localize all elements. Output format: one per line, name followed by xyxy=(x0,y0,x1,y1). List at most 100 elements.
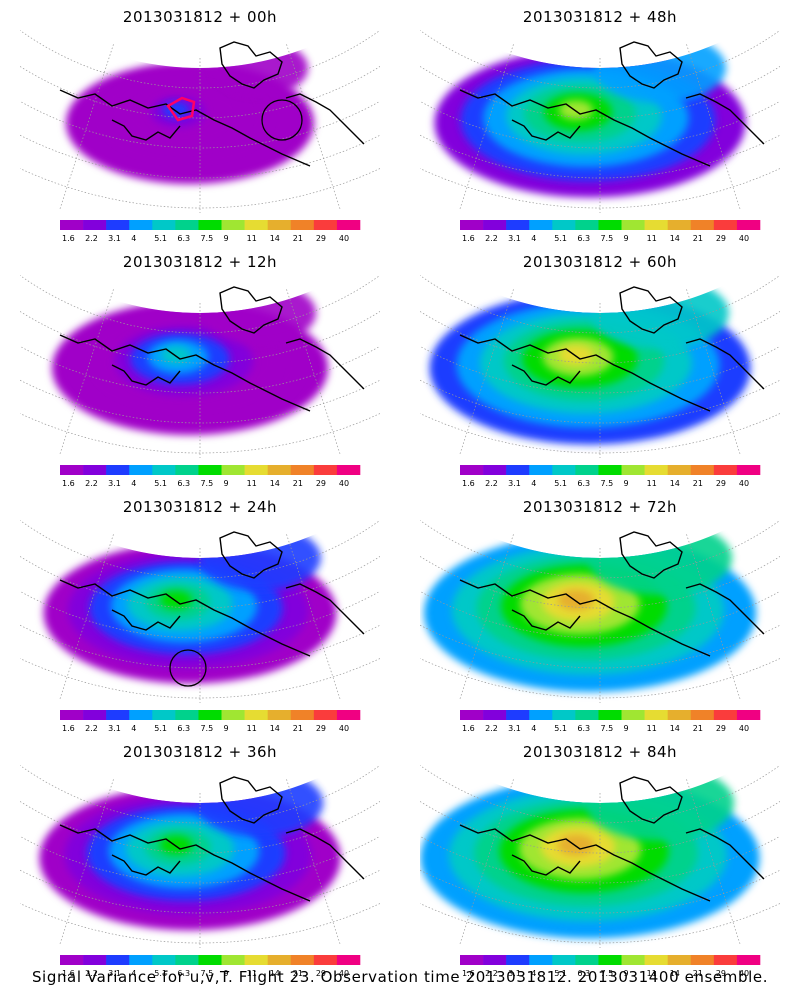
colorbar-label: 9 xyxy=(224,969,229,978)
colorbar-swatch xyxy=(290,710,315,720)
colorbar-label: 2.2 xyxy=(85,479,98,488)
colorbar-swatch xyxy=(713,465,738,475)
colorbar: 1.6 2.2 3.1 4 5.1 6.3 7.5 9 11 14 21 29 40 xyxy=(460,465,761,488)
colorbar-label: 1.6 xyxy=(462,969,475,978)
panel-title: 2013031812 + 84h xyxy=(522,743,678,761)
colorbar-swatch xyxy=(267,955,292,965)
colorbar-swatch xyxy=(106,220,130,230)
colorbar-label: 2.2 xyxy=(485,969,498,978)
colorbar-label: 6.3 xyxy=(577,479,590,488)
variance-field xyxy=(429,277,751,445)
colorbar: 1.6 2.2 3.1 4 5.1 6.3 7.5 9 11 14 21 29 40 xyxy=(460,710,761,733)
colorbar-label: 9 xyxy=(224,479,229,488)
colorbar: 1.6 2.2 3.1 4 5.1 6.3 7.5 9 11 14 21 29 40 xyxy=(460,220,761,243)
colorbar-swatch xyxy=(290,465,315,475)
variance-contour xyxy=(212,40,308,96)
forecast-panel: 2013031812 + 84h 1.6 2.2 3.1 4 5.1 6.3 7.5 9 11 14… xyxy=(400,735,800,980)
coastline xyxy=(59,531,365,657)
colorbar-swatch xyxy=(552,220,576,230)
colorbar-label: 5.1 xyxy=(154,969,167,978)
colorbar-swatch xyxy=(483,220,507,230)
colorbar-label: 14 xyxy=(270,724,280,733)
colorbar-label: 14 xyxy=(270,479,280,488)
colorbar-swatch xyxy=(644,955,668,965)
colorbar-label: 4 xyxy=(531,234,536,243)
colorbar-swatch xyxy=(152,710,176,720)
colorbar-label: 5.1 xyxy=(154,724,167,733)
colorbar-label: 3.1 xyxy=(108,969,121,978)
colorbar-swatch xyxy=(313,955,338,965)
colorbar-label: 29 xyxy=(316,479,326,488)
colorbar-swatch xyxy=(506,955,530,965)
colorbar-label: 4 xyxy=(131,479,136,488)
colorbar-label: 11 xyxy=(247,724,257,733)
colorbar: 1.6 2.2 3.1 4 5.1 6.3 7.5 9 11 14 21 29 40 xyxy=(60,465,361,488)
colorbar-label: 21 xyxy=(293,724,303,733)
colorbar-swatch xyxy=(244,220,268,230)
colorbar-swatch xyxy=(644,710,668,720)
variance-contour xyxy=(159,835,193,855)
colorbar-label: 1.6 xyxy=(462,234,475,243)
colorbar-swatch xyxy=(575,220,599,230)
colorbar-label: 29 xyxy=(716,969,726,978)
colorbar-label: 3.1 xyxy=(108,479,121,488)
graticule xyxy=(420,29,780,213)
colorbar-swatch xyxy=(175,465,199,475)
colorbar-label: 2.2 xyxy=(485,724,498,733)
colorbar-label: 14 xyxy=(670,479,680,488)
forecast-panel: 2013031812 + 48h 1.6 2.2 3.1 4 5.1 6.3 7.5 9 11 14… xyxy=(400,0,800,245)
colorbar-label: 5.1 xyxy=(554,969,567,978)
variance-map xyxy=(20,764,380,948)
colorbar-label: 5.1 xyxy=(554,724,567,733)
variance-contour xyxy=(196,769,324,837)
colorbar-label: 11 xyxy=(647,724,657,733)
panel-title: 2013031812 + 48h xyxy=(522,8,678,26)
colorbar-label: 14 xyxy=(270,234,280,243)
colorbar-label: 9 xyxy=(224,234,229,243)
colorbar-swatch xyxy=(106,710,130,720)
colorbar-swatch xyxy=(129,955,153,965)
colorbar-label: 5.1 xyxy=(554,479,567,488)
colorbar-label: 2.2 xyxy=(485,479,498,488)
colorbar-label: 5.1 xyxy=(154,479,167,488)
colorbar-label: 21 xyxy=(693,234,703,243)
variance-contour xyxy=(199,525,321,591)
colorbar-swatch xyxy=(621,465,645,475)
colorbar-label: 4 xyxy=(131,724,136,733)
colorbar-label: 21 xyxy=(693,724,703,733)
forecast-panel: 2013031812 + 60h 1.6 2.2 3.1 4 5.1 6.3 7.5 9 11 14… xyxy=(400,245,800,490)
colorbar-label: 6.3 xyxy=(177,234,190,243)
colorbar-label: 7.5 xyxy=(600,969,613,978)
colorbar-swatch xyxy=(667,220,692,230)
colorbar-label: 1.6 xyxy=(62,969,75,978)
colorbar-swatch xyxy=(198,465,222,475)
variance-map xyxy=(20,519,380,703)
colorbar-swatch xyxy=(736,465,761,475)
flight-track xyxy=(166,96,196,122)
colorbar-label: 40 xyxy=(739,969,749,978)
colorbar-label: 6.3 xyxy=(577,969,590,978)
colorbar-swatch xyxy=(460,465,484,475)
colorbar-swatch xyxy=(198,955,222,965)
colorbar-swatch xyxy=(667,955,692,965)
colorbar-swatch xyxy=(483,955,507,965)
colorbar-label: 3.1 xyxy=(508,969,521,978)
colorbar-swatch xyxy=(313,465,338,475)
colorbar-label: 1.6 xyxy=(462,724,475,733)
coastline xyxy=(59,776,365,902)
colorbar-swatch xyxy=(221,955,245,965)
panel-title: 2013031812 + 24h xyxy=(122,498,278,516)
colorbar-swatch xyxy=(83,465,107,475)
colorbar-label: 11 xyxy=(647,479,657,488)
colorbar-label: 40 xyxy=(339,969,349,978)
colorbar-swatch xyxy=(313,220,338,230)
colorbar-label: 3.1 xyxy=(108,234,121,243)
colorbar-label: 3.1 xyxy=(508,724,521,733)
colorbar-swatch xyxy=(713,955,738,965)
forecast-panel: 2013031812 + 12h 1.6 2.2 3.1 4 5.1 6.3 7.5 9 11 14… xyxy=(0,245,400,490)
variance-map xyxy=(420,29,780,213)
colorbar-label: 7.5 xyxy=(200,479,213,488)
variance-map xyxy=(420,274,780,458)
colorbar-label: 4 xyxy=(131,234,136,243)
highlight-circle xyxy=(261,99,303,141)
